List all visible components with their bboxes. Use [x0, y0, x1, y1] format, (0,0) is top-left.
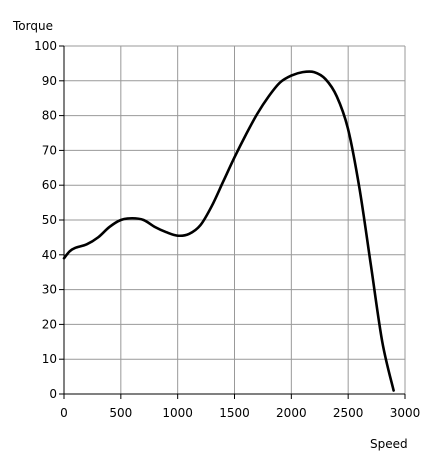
- torque-curve: [62, 70, 395, 392]
- grid: [64, 45, 406, 394]
- y-tick-label: 40: [42, 248, 57, 262]
- x-tick-label: 2000: [276, 406, 307, 420]
- y-tick-label: 70: [42, 143, 57, 157]
- y-tick-label: 20: [42, 317, 57, 331]
- x-tick-label: 1000: [162, 406, 193, 420]
- tick-marks: [59, 45, 406, 399]
- x-tick-label: 2500: [333, 406, 364, 420]
- x-tick-label: 1500: [219, 406, 250, 420]
- y-tick-label: 100: [34, 39, 57, 53]
- y-tick-label: 30: [42, 283, 57, 297]
- x-tick-label: 0: [60, 406, 68, 420]
- x-tick-label: 3000: [390, 406, 421, 420]
- y-axis-label: Torque: [12, 19, 53, 33]
- x-axis-label: Speed: [370, 437, 408, 451]
- y-tick-label: 0: [49, 387, 57, 401]
- y-tick-label: 60: [42, 178, 57, 192]
- y-tick-label: 90: [42, 74, 57, 88]
- y-tick-label: 10: [42, 352, 57, 366]
- x-tick-label: 500: [109, 406, 132, 420]
- y-tick-label: 80: [42, 109, 57, 123]
- y-tick-label: 50: [42, 213, 57, 227]
- series: [62, 70, 395, 392]
